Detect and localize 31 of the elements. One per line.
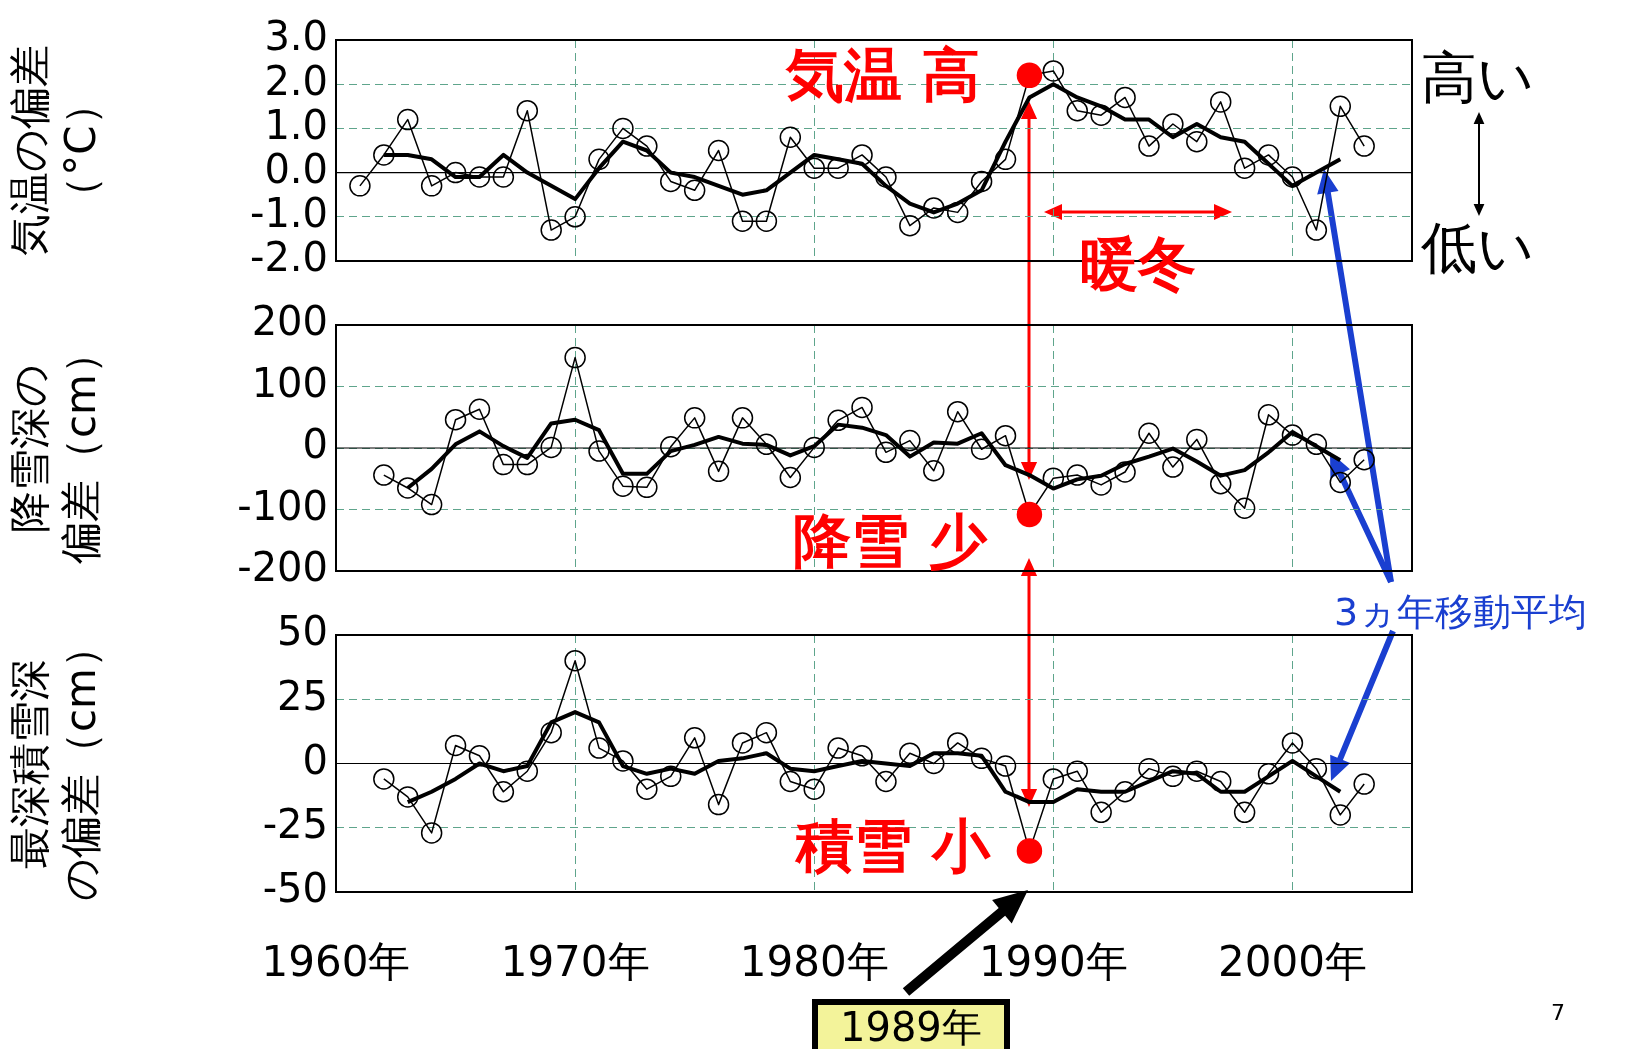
y-tick-label: 2.0 — [264, 57, 328, 104]
y-tick-label: -1.0 — [249, 190, 328, 237]
x-tick-label: 1980年 — [739, 937, 889, 987]
text: 低い — [1421, 214, 1534, 282]
x-tick-label: 1990年 — [978, 937, 1128, 987]
y-tick-label: 50 — [277, 608, 328, 655]
annotation: 降雪 少 — [793, 507, 988, 577]
text: 1989年 — [812, 999, 1010, 1049]
y-axis-title: 降雪深の偏差（cm） — [5, 331, 105, 565]
y-tick-label: 3.0 — [264, 13, 328, 60]
y-tick-label: 0 — [302, 421, 328, 468]
text: 3ヵ年移動平均 — [1334, 590, 1588, 636]
y-tick-label: -200 — [237, 544, 328, 591]
y-tick-label: 0.0 — [264, 145, 328, 192]
y-tick-label: -25 — [262, 801, 328, 848]
y-tick-label: 100 — [251, 359, 328, 406]
y-tick-label: -50 — [262, 865, 328, 912]
y-tick-label: 0 — [302, 736, 328, 783]
y-axis-title: 最深積雪深の偏差（cm） — [5, 625, 105, 902]
y-tick-label: -2.0 — [249, 234, 328, 281]
x-tick-label: 1960年 — [261, 937, 411, 987]
y-axis-title: 気温の偏差（°C） — [5, 45, 105, 256]
y-tick-label: 25 — [277, 672, 328, 719]
y-tick-label: 1.0 — [264, 101, 328, 148]
text: 7 — [1551, 1000, 1565, 1027]
annotation: 積雪 小 — [796, 812, 991, 882]
y-tick-label: 200 — [251, 298, 328, 345]
x-tick-label: 1970年 — [500, 937, 650, 987]
x-tick-label: 2000年 — [1218, 937, 1367, 987]
y-tick-label: -100 — [237, 482, 328, 529]
text: 高い — [1421, 44, 1534, 112]
